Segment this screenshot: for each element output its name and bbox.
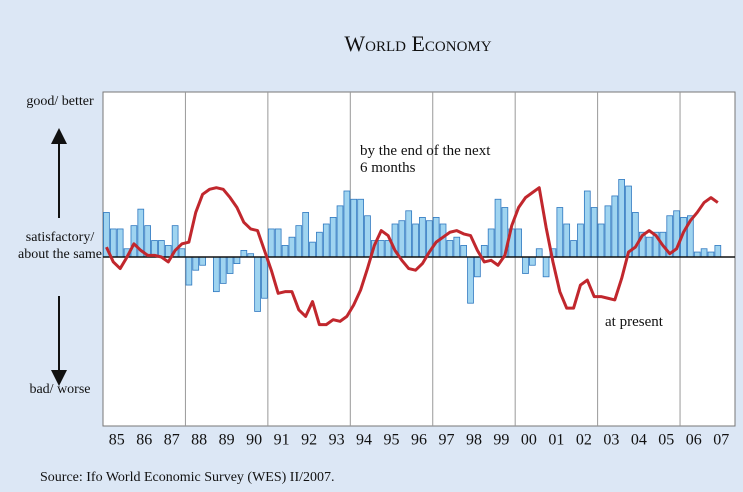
- bar: [316, 231, 323, 258]
- x-tick-label: 88: [191, 432, 207, 449]
- plot-area: [102, 91, 736, 427]
- x-tick-label: 89: [219, 432, 235, 449]
- bar: [494, 198, 502, 258]
- bar: [611, 195, 619, 258]
- bar: [487, 228, 495, 258]
- bar: [288, 236, 296, 258]
- bar: [219, 256, 227, 284]
- bar: [192, 256, 200, 271]
- x-tick-label: 06: [686, 432, 702, 449]
- bar: [700, 248, 708, 258]
- bar: [302, 212, 309, 258]
- x-tick-label: 05: [658, 432, 674, 449]
- bar: [199, 256, 206, 266]
- x-tick-label: 85: [109, 432, 125, 449]
- y-label: satisfactory/ about the same: [18, 230, 102, 262]
- x-tick-label: 87: [164, 432, 180, 449]
- bar: [604, 205, 612, 258]
- bar: [213, 256, 220, 293]
- bar: [405, 210, 413, 258]
- bar: [474, 256, 481, 278]
- bar: [625, 185, 632, 258]
- x-tick-label: 99: [493, 432, 509, 449]
- bar: [529, 256, 536, 266]
- x-tick-label: 93: [329, 432, 345, 449]
- bar: [563, 223, 571, 258]
- annotation: by the end of the next 6 months: [360, 143, 491, 176]
- bar: [618, 179, 625, 258]
- x-tick-label: 91: [274, 432, 290, 449]
- y-label: good/ better: [26, 94, 94, 109]
- bar: [412, 223, 419, 258]
- bar: [254, 256, 261, 312]
- x-tick-label: 07: [713, 432, 729, 449]
- bar: [556, 207, 564, 258]
- bar: [336, 205, 344, 258]
- bar: [261, 256, 268, 299]
- bar: [240, 249, 248, 258]
- bar: [432, 216, 440, 258]
- bar: [590, 207, 598, 258]
- x-tick-label: 03: [603, 432, 619, 449]
- bar: [281, 245, 289, 258]
- bar: [178, 248, 186, 258]
- bar: [645, 236, 653, 258]
- x-tick-label: 92: [301, 432, 317, 449]
- bar: [570, 240, 577, 258]
- bar: [226, 256, 234, 274]
- bar: [583, 190, 591, 258]
- x-tick-label: 97: [438, 432, 454, 449]
- bar: [322, 223, 330, 258]
- bar: [398, 220, 406, 258]
- chart-title: World Economy: [344, 31, 491, 56]
- x-tick-label: 01: [548, 432, 564, 449]
- bar: [116, 228, 124, 258]
- bar: [309, 241, 316, 258]
- x-tick-label: 98: [466, 432, 482, 449]
- bar: [460, 245, 467, 258]
- bar: [446, 240, 454, 258]
- x-tick-label: 95: [384, 432, 400, 449]
- bar: [185, 256, 193, 286]
- x-tick-label: 04: [631, 432, 647, 449]
- x-tick-label: 94: [356, 432, 372, 449]
- x-tick-label: 00: [521, 432, 537, 449]
- bar: [233, 256, 241, 264]
- y-label: bad/ worse: [29, 382, 91, 397]
- bar: [274, 228, 282, 258]
- annotation: at present: [605, 314, 663, 330]
- bar: [714, 245, 722, 258]
- x-tick-label: 90: [246, 432, 262, 449]
- x-tick-label: 86: [136, 432, 152, 449]
- bar: [343, 190, 351, 258]
- bar: [453, 236, 461, 258]
- bar: [357, 198, 364, 258]
- line: [105, 186, 719, 327]
- bar: [329, 216, 337, 258]
- bar: [158, 240, 165, 258]
- bar: [542, 256, 550, 278]
- bar: [535, 248, 543, 258]
- bar: [295, 225, 303, 258]
- bar: [597, 223, 605, 258]
- bar: [522, 256, 529, 274]
- bar: [480, 245, 488, 258]
- bar: [577, 223, 584, 258]
- bar: [267, 228, 275, 258]
- source: Source: Ifo World Economic Survey (WES) …: [40, 470, 335, 485]
- bar: [419, 216, 426, 258]
- bar: [377, 240, 385, 258]
- bar: [164, 245, 172, 258]
- bar: [364, 215, 371, 258]
- bar: [515, 228, 522, 258]
- x-tick-label: 96: [411, 432, 427, 449]
- bar: [350, 198, 358, 258]
- x-tick-label: 02: [576, 432, 592, 449]
- bar: [130, 225, 138, 258]
- bar: [467, 256, 474, 304]
- bar: [109, 228, 117, 258]
